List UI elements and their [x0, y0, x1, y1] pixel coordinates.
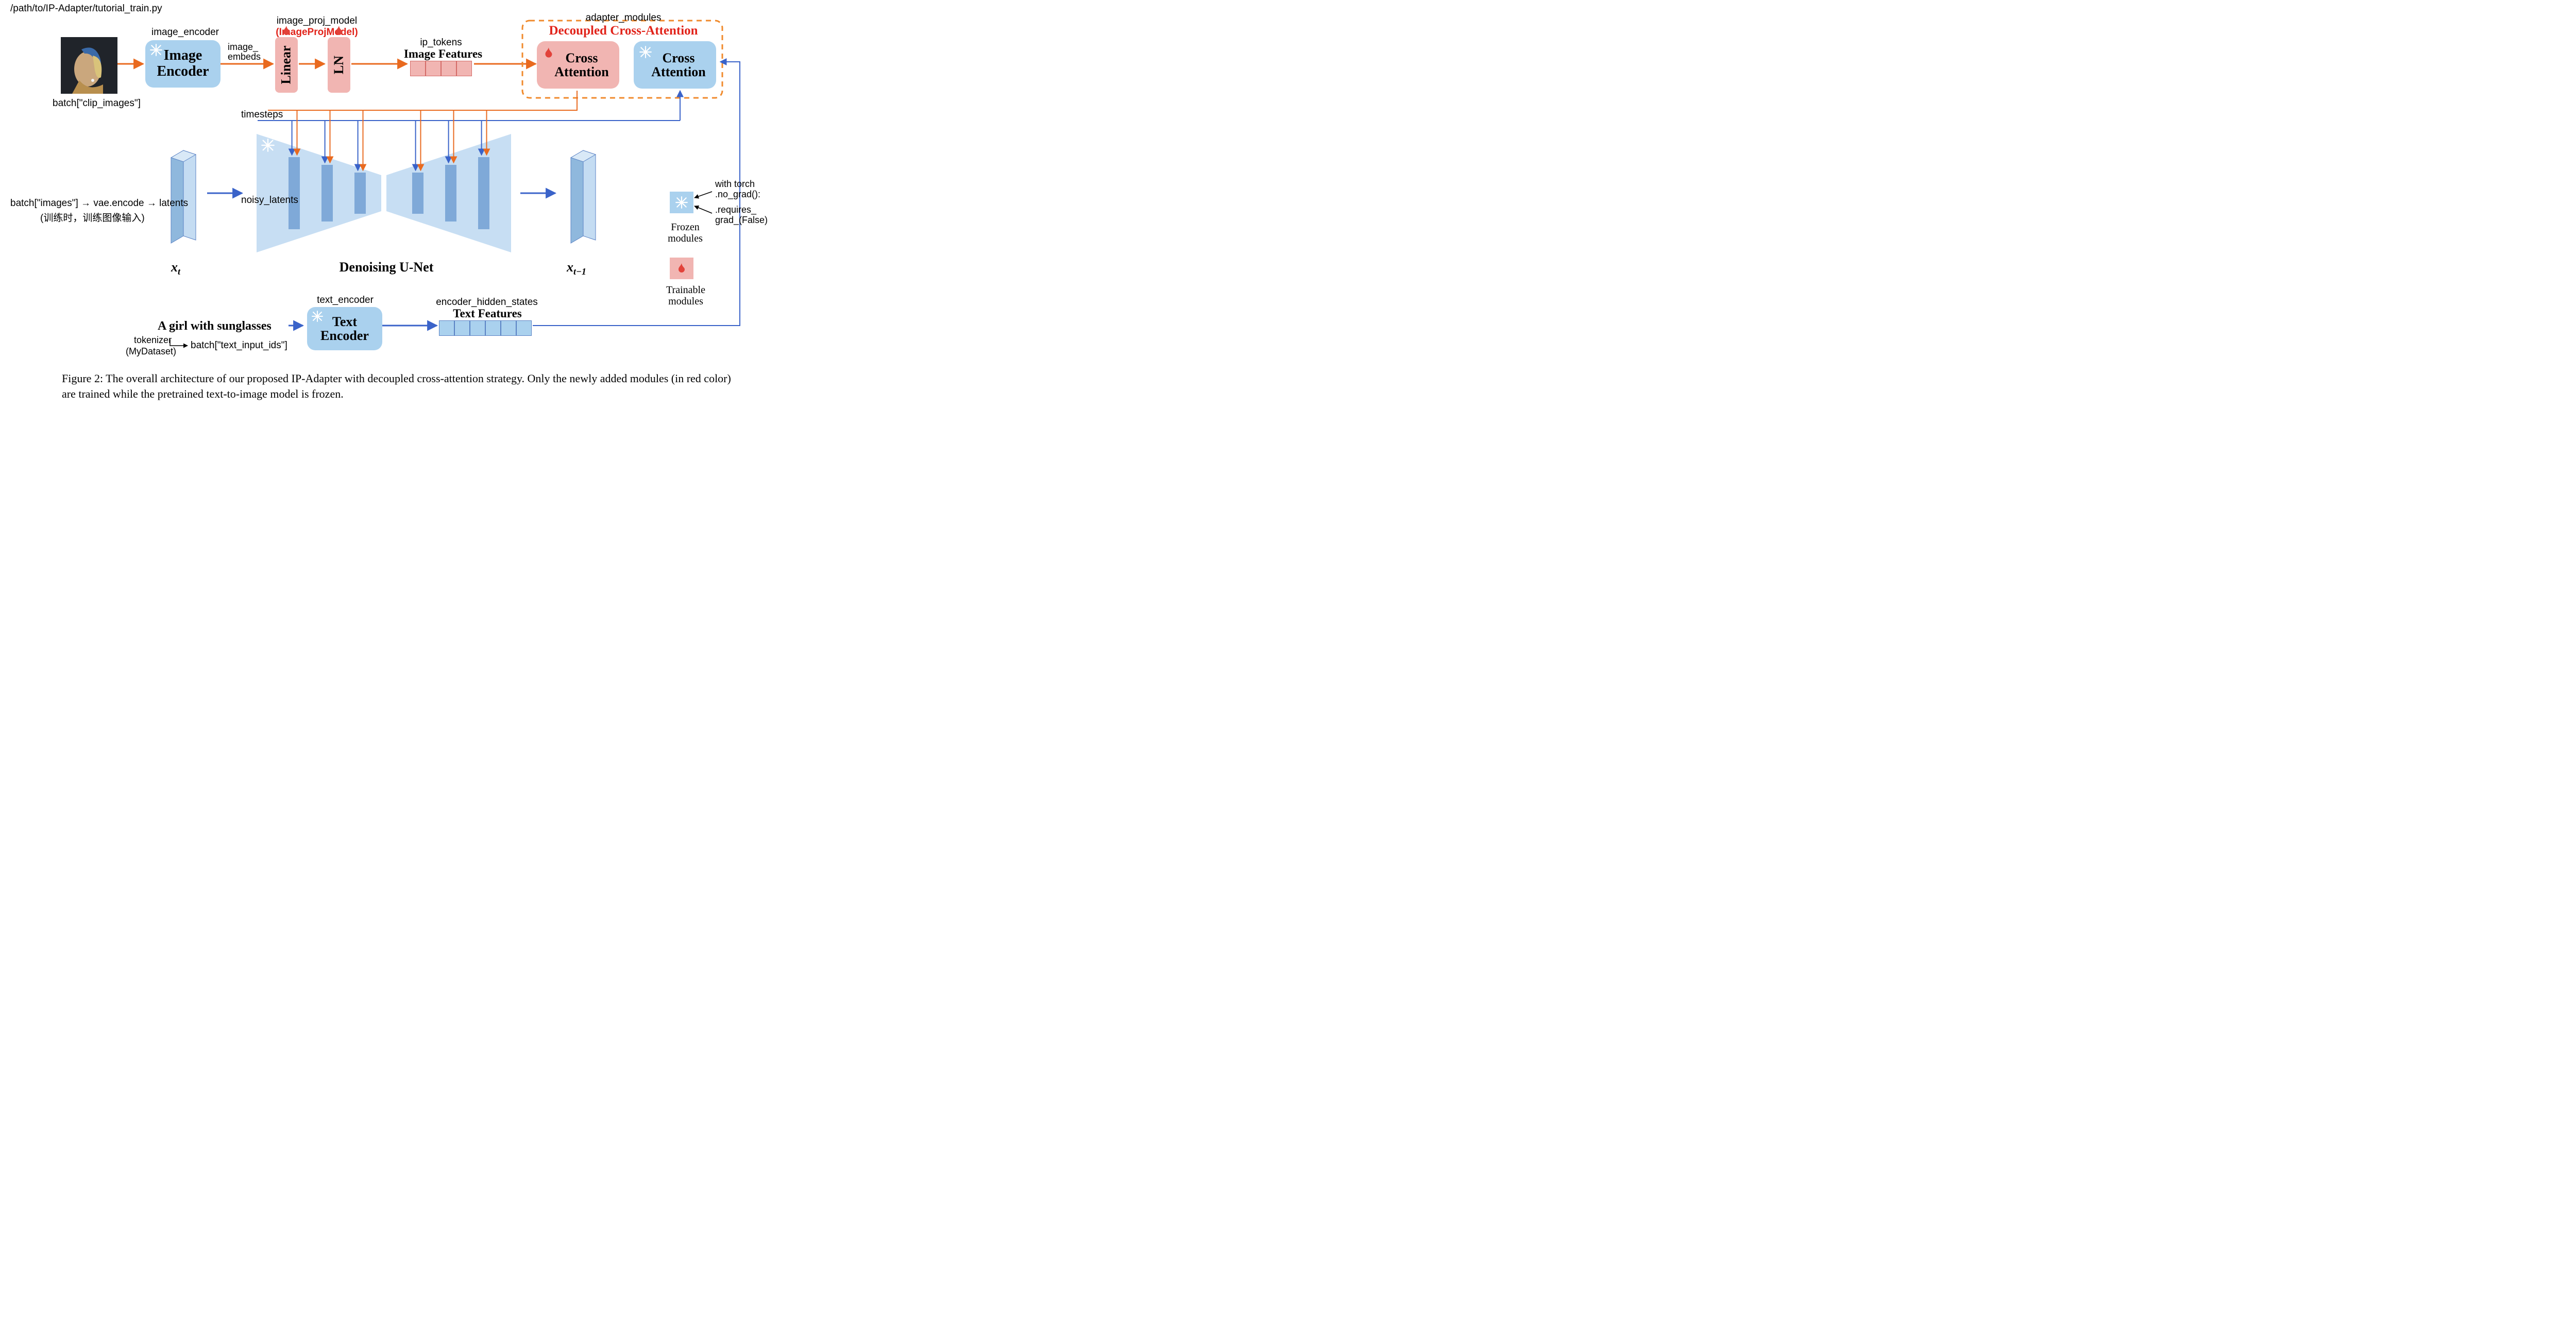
- snowflake-icon: [261, 138, 275, 152]
- flame-icon: [333, 24, 345, 38]
- batch-clip-images-label: batch["clip_images"]: [53, 98, 141, 109]
- ln-block: LN: [328, 37, 350, 93]
- reference-image: [61, 37, 117, 94]
- timesteps-label: timesteps: [241, 109, 283, 121]
- image-embeds-label: image_ embeds: [228, 42, 261, 62]
- text-encoder-text: Text Encoder: [320, 315, 369, 343]
- text-feature-token: [439, 320, 454, 336]
- legend-frozen-swatch: [670, 192, 693, 213]
- unet-title: Denoising U-Net: [309, 260, 464, 275]
- diagram-stage: /path/to/IP-Adapter/tutorial_train.py ba…: [0, 0, 793, 407]
- tokenizer-label: tokenizer: [134, 335, 172, 346]
- flame-icon: [670, 258, 693, 279]
- vae-encode-sub: (训练时，训练图像输入): [40, 210, 145, 224]
- legend-trainable-swatch: [670, 258, 693, 279]
- image-feature-token: [456, 61, 472, 76]
- image-encoder-block: Image Encoder: [145, 40, 221, 88]
- linear-text: Linear: [279, 45, 294, 84]
- file-path: /path/to/IP-Adapter/tutorial_train.py: [10, 3, 162, 14]
- text-feature-token: [485, 320, 501, 336]
- xt-label: xt: [171, 260, 180, 277]
- noisy-latents-label: noisy_latents: [241, 195, 298, 206]
- legend-withtorch: with torch .no_grad():: [715, 179, 760, 200]
- image-feature-token: [441, 61, 456, 76]
- dataset-label: (MyDataset): [126, 346, 176, 357]
- text-input-ids-label: batch["text_input_ids"]: [191, 340, 287, 351]
- cross-attention-trainable: Cross Attention: [537, 41, 619, 89]
- decoupled-title: Decoupled Cross-Attention: [531, 24, 716, 38]
- prompt-text: A girl with sunglasses: [158, 319, 272, 333]
- ip-tokens-label: ip_tokens: [410, 37, 472, 48]
- snowflake-icon: [639, 45, 652, 59]
- text-features-title: Text Features: [436, 307, 539, 320]
- snowflake-icon: [670, 192, 693, 213]
- text-encoder-block: Text Encoder: [307, 307, 382, 350]
- text-feature-tokens: [439, 320, 532, 336]
- xtm1-slab: [560, 145, 606, 261]
- text-feature-token: [454, 320, 470, 336]
- cross-attention-frozen-text: Cross Attention: [651, 51, 705, 79]
- encoder-hidden-states-label: encoder_hidden_states: [428, 297, 546, 308]
- flame-icon: [542, 45, 555, 61]
- figure-caption: Figure 2: The overall architecture of ou…: [62, 371, 742, 401]
- legend-requiresgrad: .requires_ grad_(False): [715, 205, 768, 226]
- legend-trainable-text: Trainable modules: [657, 284, 714, 307]
- text-feature-token: [470, 320, 485, 336]
- vae-encode-line: batch["images"] → vae.encode → latents: [10, 198, 188, 209]
- xtm1-label: xt−1: [567, 260, 586, 277]
- text-feature-token: [516, 320, 532, 336]
- adapter-modules-label: adapter_modules: [572, 12, 675, 24]
- snowflake-icon: [149, 43, 163, 57]
- legend-frozen-text: Frozen modules: [659, 222, 711, 244]
- ln-text: LN: [331, 56, 347, 74]
- flame-icon: [280, 24, 293, 38]
- text-encoder-anno: text_encoder: [309, 295, 381, 306]
- image-feature-token: [426, 61, 441, 76]
- linear-block: Linear: [275, 37, 298, 93]
- image-features-title: Image Features: [397, 47, 489, 61]
- snowflake-icon: [311, 310, 324, 322]
- cross-attention-trainable-text: Cross Attention: [554, 51, 608, 79]
- image-encoder-text: Image Encoder: [157, 48, 209, 80]
- image-encoder-anno: image_encoder: [151, 27, 219, 38]
- image-feature-token: [410, 61, 426, 76]
- text-feature-token: [501, 320, 516, 336]
- cross-attention-frozen: Cross Attention: [634, 41, 716, 89]
- image-feature-tokens: [410, 61, 472, 76]
